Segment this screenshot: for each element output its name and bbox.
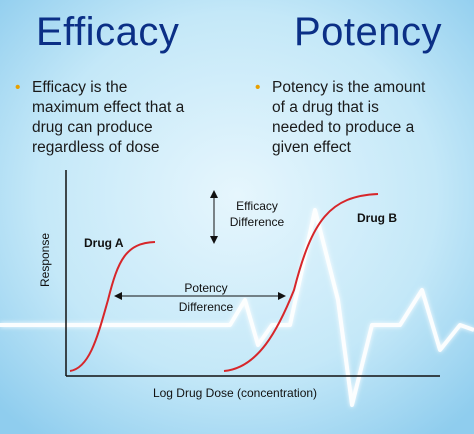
efficacy-arrow-head-down xyxy=(210,236,218,244)
efficacy-heading: Efficacy xyxy=(36,10,180,54)
efficacy-difference-label: Efficacy Difference xyxy=(222,198,292,230)
efficacy-difference-line-2: Difference xyxy=(229,215,285,229)
efficacy-line-1: Efficacy is the xyxy=(32,79,128,96)
potency-line-3: needed to produce a xyxy=(272,119,415,136)
efficacy-line-2: maximum effect that a xyxy=(32,99,185,116)
potency-definition: • Potency is the amount of a drug that i… xyxy=(252,78,474,158)
y-axis-label: Response xyxy=(38,232,53,288)
drug-a-label: Drug A xyxy=(84,236,124,250)
drug-b-curve xyxy=(223,193,379,372)
efficacy-line-4: regardless of dose xyxy=(32,139,160,156)
efficacy-line-3: drug can produce xyxy=(32,119,153,136)
potency-line-1: Potency is the amount xyxy=(272,79,426,96)
efficacy-definition: • Efficacy is the maximum effect that a … xyxy=(12,78,252,158)
heartbeat-line xyxy=(0,208,474,407)
efficacy-difference-line-1: Efficacy xyxy=(236,199,278,213)
potency-arrow-head-left xyxy=(114,292,122,300)
potency-difference-line-2: Difference xyxy=(178,300,234,314)
potency-heading: Potency xyxy=(294,10,443,54)
potency-line-2: of a drug that is xyxy=(272,99,379,116)
potency-difference-label: Potency Difference xyxy=(168,280,244,315)
bullet-dot-icon: • xyxy=(255,79,261,96)
potency-difference-line-1: Potency xyxy=(184,281,228,295)
potency-arrow-head-right xyxy=(278,292,286,300)
bullet-dot-icon: • xyxy=(15,79,21,96)
efficacy-arrow-head-up xyxy=(210,190,218,198)
drug-b-label: Drug B xyxy=(357,211,397,225)
potency-line-4: given effect xyxy=(272,139,351,156)
x-axis-label: Log Drug Dose (concentration) xyxy=(152,386,318,400)
drug-a-curve xyxy=(69,241,156,372)
